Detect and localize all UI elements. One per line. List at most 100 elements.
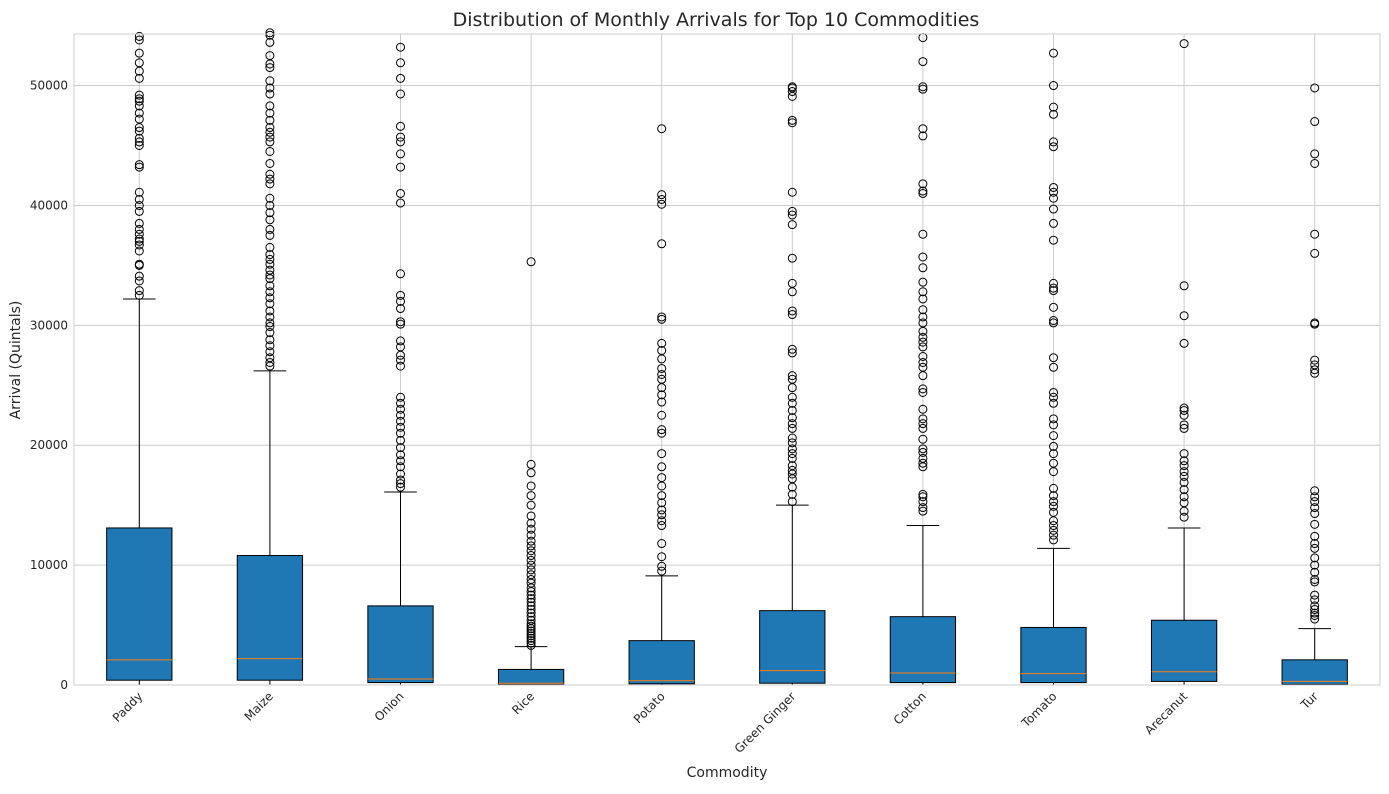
outlier-point [787,392,797,402]
outlier-point [918,362,928,372]
outlier-point [265,259,275,269]
outlier-point [787,253,797,263]
outlier-point [265,37,275,47]
outlier-point [1049,530,1058,540]
outlier-point [1310,248,1320,258]
outlier-point [657,505,667,515]
outlier-point [918,82,928,92]
outlier-point [396,290,405,300]
outlier-point [918,352,928,362]
outlier-point [657,410,667,420]
outlier-point [787,115,797,125]
outlier-point [134,236,144,246]
outlier-point [265,242,275,252]
outlier-point [265,254,275,264]
outlier-point [657,363,667,373]
outlier-point [265,250,275,260]
outlier-point [657,521,667,531]
outlier-point [657,561,667,571]
outlier-point [265,270,275,280]
outlier-point [1049,137,1058,147]
outlier-point [265,328,275,338]
outlier-point [134,206,144,216]
outlier-point [918,492,928,502]
outlier-point [396,296,405,306]
outlier-point [918,305,928,315]
outlier-point [526,628,536,638]
outlier-point [1179,456,1189,466]
outlier-point [396,355,405,365]
outlier-point [1310,553,1320,563]
outlier-point [1049,283,1058,293]
outlier-point [134,234,144,244]
outlier-point [1310,519,1320,529]
outlier-point [1310,577,1320,587]
outlier-point [134,96,144,106]
outlier-point [1179,403,1189,413]
outlier-point [265,215,275,225]
outlier-point [134,58,144,68]
outlier-point [526,560,536,570]
outlier-point [657,473,667,483]
box-group-green-ginger [759,82,826,686]
outlier-point [526,597,536,607]
outlier-point [918,419,928,429]
outlier-point [1049,109,1058,119]
outlier-point [918,252,928,262]
outlier-point [918,337,928,347]
outlier-point [787,449,797,459]
outlier-point [265,347,275,357]
outlier-point [134,162,144,172]
outlier-point [526,604,536,614]
outlier-point [526,541,536,551]
outlier-point [657,239,667,249]
outlier-point [918,489,928,499]
outlier-point [1049,187,1058,197]
outlier-point [1310,601,1320,611]
outlier-point [265,83,275,93]
outlier-point [1049,449,1058,459]
outlier-point [1049,362,1058,372]
outlier-point [396,342,405,352]
outlier-point [526,612,536,622]
outlier-point [1049,318,1058,328]
outlier-point [1049,142,1058,152]
outlier-point [526,524,536,534]
outlier-point [526,459,536,469]
outlier-point [787,438,797,448]
outlier-point [918,57,928,67]
outlier-point [1310,610,1320,620]
iqr-box [367,605,434,684]
outlier-point [918,179,928,189]
outlier-point [1049,286,1058,296]
outlier-point [396,456,405,466]
outlier-point [1049,458,1058,468]
outlier-point [1179,410,1189,420]
outlier-point [787,461,797,471]
outlier-point [265,137,275,147]
outlier-point [134,108,144,118]
outlier-point [526,638,536,648]
outlier-point [396,410,405,420]
y-tick-label: 50000 [30,79,68,93]
outlier-point [134,140,144,150]
outlier-point [134,224,144,234]
outlier-point [787,413,797,423]
iqr-box [1281,659,1348,685]
outlier-point [396,479,405,489]
outlier-point [657,390,667,400]
outlier-point [1310,158,1320,168]
outlier-point [1049,420,1058,430]
outlier-point [787,489,797,499]
outlier-point [787,433,797,443]
outlier-point [657,312,667,322]
outlier-point [396,162,405,172]
outlier-point [526,546,536,556]
outlier-point [918,458,928,468]
outlier-point [526,626,536,636]
outlier-point [265,224,275,234]
outlier-point [787,306,797,316]
outlier-point [918,384,928,394]
outlier-point [134,187,144,197]
outlier-point [396,422,405,432]
